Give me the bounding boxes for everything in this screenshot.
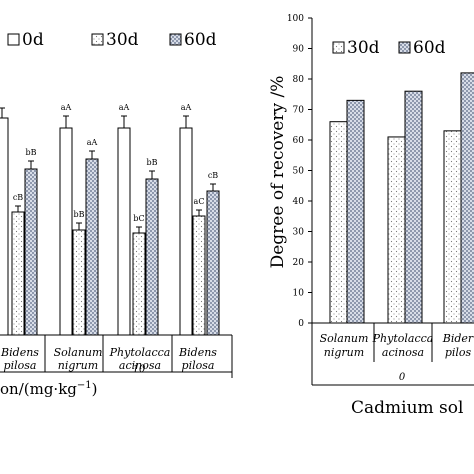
- legend-swatch: [332, 41, 345, 54]
- y-tick-label: 40: [293, 197, 305, 207]
- bar-30d: [387, 136, 406, 324]
- significance-label: cB: [13, 193, 23, 202]
- category-label-line1: Solanum: [320, 332, 369, 345]
- y-tick-label: 30: [293, 228, 305, 238]
- bar-60d: [85, 158, 99, 336]
- legend-label: 30d: [347, 38, 380, 58]
- bar-30d: [192, 215, 206, 336]
- legend-swatch: [169, 33, 182, 46]
- category-label-line1: Bidens: [0, 346, 39, 359]
- legend-label: 0d: [22, 30, 44, 50]
- bar-60d: [346, 99, 365, 324]
- significance-label: bB: [26, 148, 37, 157]
- legend-label: 60d: [413, 38, 446, 58]
- y-tick-label: 100: [287, 14, 304, 24]
- significance-label: aC: [194, 197, 205, 206]
- bar-60d: [206, 190, 220, 336]
- category-label-line1: Phytolacca: [372, 332, 434, 345]
- category-label-line1: Bidens: [178, 346, 217, 359]
- y-tick-label: 50: [293, 167, 305, 177]
- category-label-line2: pilosa: [182, 359, 215, 372]
- bar-60d: [24, 168, 38, 336]
- bar-60d: [145, 178, 159, 336]
- bar-0d: [0, 117, 9, 336]
- y-axis-label: Degree of recovery /%: [268, 76, 288, 269]
- bar-0d: [179, 127, 193, 336]
- y-tick-label: 60: [293, 136, 305, 146]
- legend-label: 60d: [184, 30, 217, 50]
- legend-label: 30d: [106, 30, 139, 50]
- category-label-line2: pilos: [445, 346, 472, 359]
- group-label: 10: [133, 364, 146, 375]
- category-label-line1: Solanum: [54, 346, 103, 359]
- category-label-line1: Phytolacca: [109, 346, 171, 359]
- bar-30d: [443, 130, 462, 324]
- significance-label: bB: [147, 158, 158, 167]
- category-label-line2: nigrum: [324, 346, 364, 359]
- bar-60d: [460, 72, 474, 324]
- y-tick-label: 0: [298, 319, 304, 329]
- bar-30d: [132, 232, 146, 336]
- group-label: 0: [399, 372, 406, 383]
- category-label-line2: acinosa: [119, 359, 161, 372]
- significance-label: aA: [181, 103, 192, 112]
- significance-label: aA: [87, 138, 98, 147]
- bar-30d: [329, 121, 348, 324]
- y-tick-label: 10: [293, 289, 305, 299]
- bar-30d: [11, 211, 25, 336]
- x-axis-label: Cadmium sol: [351, 398, 463, 418]
- y-tick-label: 20: [293, 258, 305, 268]
- legend-swatch: [7, 33, 20, 46]
- category-label-line2: acinosa: [382, 346, 424, 359]
- x-axis-label: on/(mg·kg−1): [0, 380, 98, 398]
- significance-label: aA: [61, 103, 72, 112]
- y-tick-label: 90: [293, 45, 305, 55]
- significance-label: cB: [208, 171, 218, 180]
- bar-30d: [72, 229, 86, 336]
- legend-swatch: [91, 33, 104, 46]
- significance-label: bB: [74, 210, 85, 219]
- left-chart-panel: 0d 30d 60dcBbBaAbBaAaAbCbBaAaCcBBidenspilo…: [0, 30, 233, 398]
- bar-0d: [117, 127, 131, 336]
- right-chart-panel: 0 10 20 30 40 50 60 70 80 90 100 Degree of recovery…: [268, 14, 474, 418]
- category-label-line2: pilosa: [4, 359, 37, 372]
- y-tick-label: 70: [293, 106, 305, 116]
- significance-label: bC: [133, 214, 144, 223]
- bar-0d: [59, 127, 73, 336]
- bar-60d: [404, 90, 423, 324]
- category-label-line1: Bider: [442, 332, 474, 345]
- y-tick-label: 80: [293, 75, 305, 85]
- significance-label: aA: [119, 103, 130, 112]
- category-label-line2: nigrum: [58, 359, 98, 372]
- legend-swatch: [398, 41, 411, 54]
